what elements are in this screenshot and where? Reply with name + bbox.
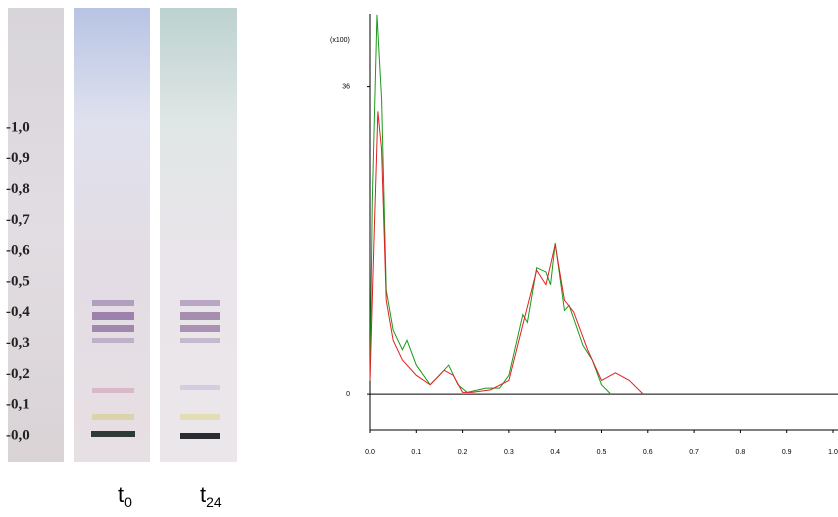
rf-label: -0,8 (6, 181, 30, 197)
lane-label: t0 (118, 482, 132, 510)
x-tick-label: 1.0 (828, 449, 838, 456)
rf-label: -0,4 (6, 304, 30, 320)
densitogram: (x100) 0 36 0.0 0.1 0.2 0.3 0.4 0.5 0.6 0.7 0.8 0.9… (330, 14, 838, 456)
rf-label: -0,9 (6, 150, 30, 166)
rf-label: -0,6 (6, 243, 30, 259)
tlc-plates (8, 8, 237, 462)
x-tick-label: 0.3 (504, 449, 514, 456)
x-tick-label: 0.5 (597, 449, 607, 456)
data-line (369, 111, 644, 395)
x-tick-label: 0.4 (550, 449, 560, 456)
lane-label: t24 (200, 482, 222, 510)
x-tick-label: 0.9 (782, 449, 792, 456)
rf-label: -1,0 (6, 119, 30, 135)
rf-label: -0,7 (6, 212, 30, 228)
data-line (369, 14, 612, 395)
rf-label: -0,0 (6, 427, 30, 443)
x-tick-label: 0.0 (365, 449, 375, 456)
rf-label: -0,1 (6, 397, 30, 413)
lane-label-sub: 0 (124, 494, 132, 510)
x-tick-label: 0.2 (458, 449, 468, 456)
y-unit-label: (x100) (330, 37, 350, 44)
rf-label: -0,5 (6, 273, 30, 289)
plate-t24 (160, 8, 237, 462)
lane-label-base: t (200, 482, 206, 507)
y-tick-label: 36 (342, 83, 350, 90)
x-tick-label: 0.1 (411, 449, 421, 456)
rf-label: -0,3 (6, 335, 30, 351)
bands (91, 300, 220, 439)
y-tick-label: 0 (346, 391, 350, 398)
lane-label-base: t (118, 482, 124, 507)
x-tick-label: 0.7 (689, 449, 699, 456)
lane-label-sub: 24 (206, 494, 222, 510)
lane-labels: t0 t24 (118, 482, 222, 510)
rf-scale: -1,0 -0,9 -0,8 -0,7 -0,6 -0,5 -0,4 -0,3 -0,2 -0,1… (6, 119, 30, 443)
plate-scale (8, 8, 64, 462)
plate-t0 (74, 8, 150, 462)
x-tick-label: 0.6 (643, 449, 653, 456)
rf-label: -0,2 (6, 366, 30, 382)
x-tick-label: 0.8 (736, 449, 746, 456)
